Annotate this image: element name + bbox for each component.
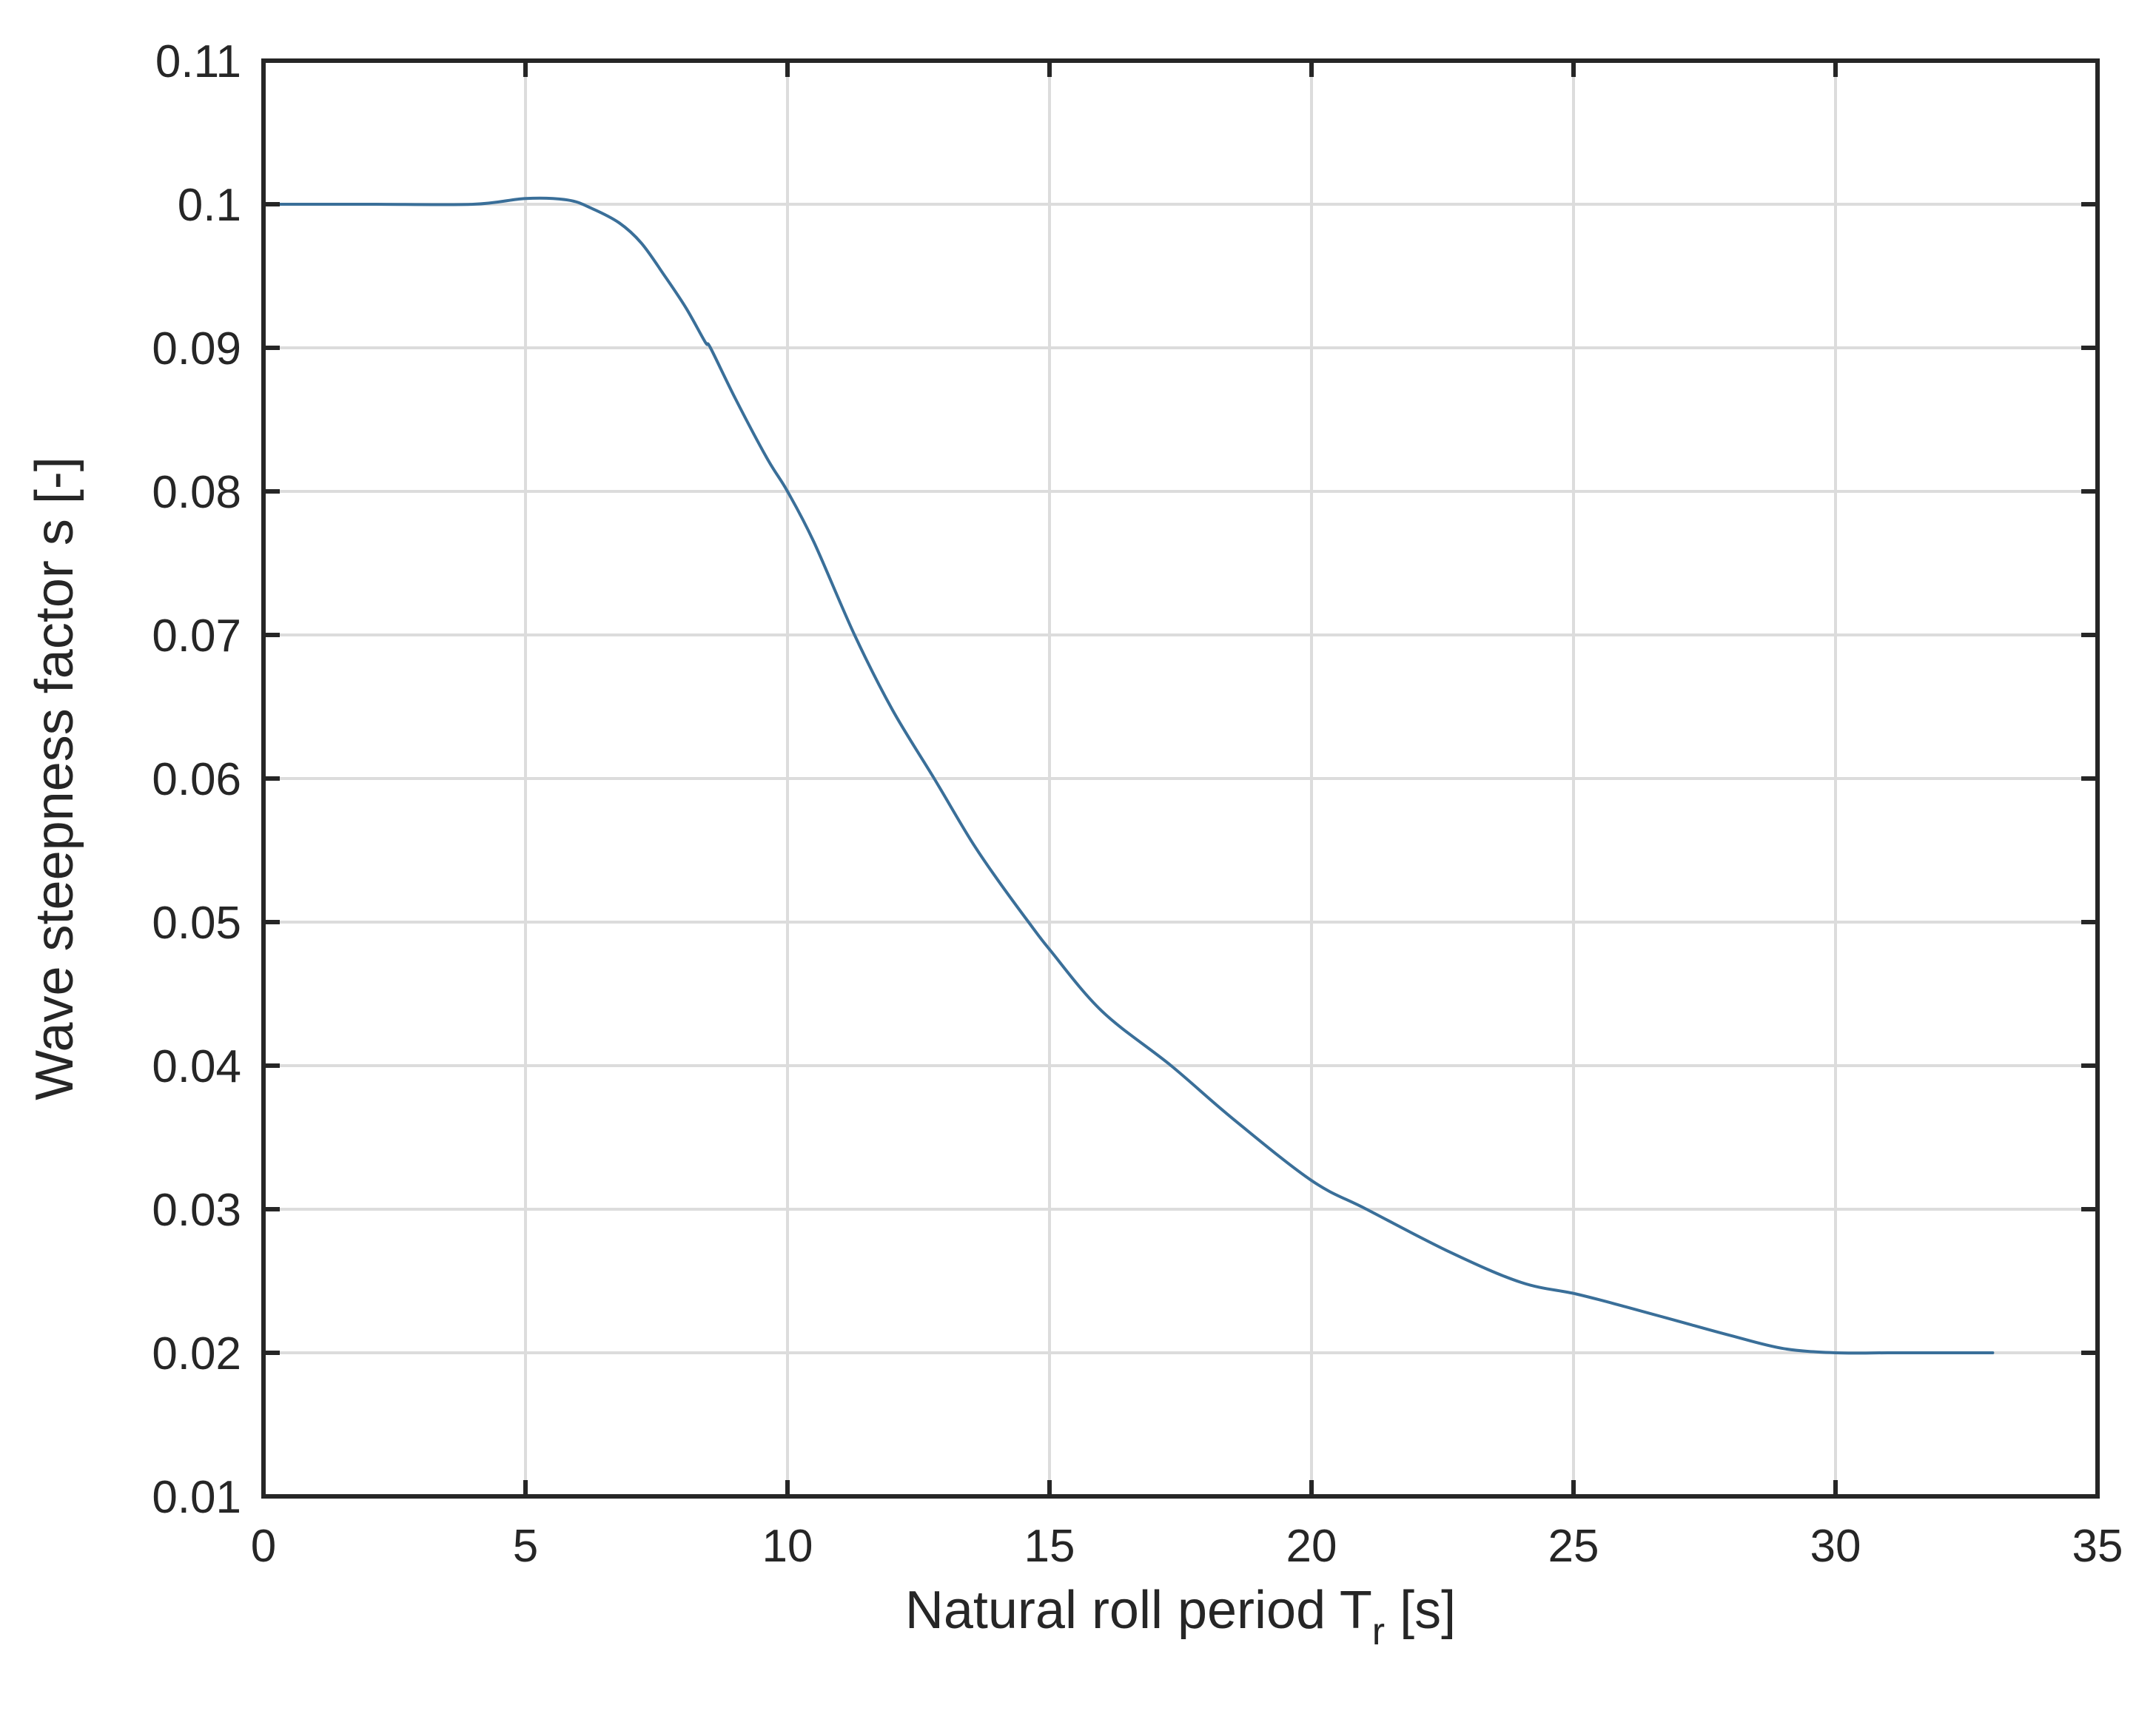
x-tick-label: 35 [2072,1521,2123,1572]
data-series [262,196,1995,1355]
y-tick-label: 0.04 [152,1041,241,1092]
y-tick-labels: 0.01 0.02 0.03 0.04 0.05 0.06 0.07 0.08 0.09 0.1 0… [152,36,241,1523]
y-axis-label: Wave steepness factor s [-] [25,457,84,1100]
y-tick-label: 0.08 [152,467,241,518]
grid-lines [262,59,2099,1498]
x-tick-labels: 0 5 10 15 20 25 30 35 [251,1521,2123,1572]
y-tick-label: 0.06 [152,754,241,805]
y-tick-label: 0.05 [152,898,241,949]
x-tick-label: 30 [1810,1521,1861,1572]
x-tick-label: 5 [513,1521,538,1572]
x-tick-label: 20 [1286,1521,1337,1572]
y-tick-label: 0.01 [152,1472,241,1523]
x-axis-label-subscript: r [1372,1610,1385,1653]
y-tick-label: 0.11 [155,36,241,87]
y-tick-label: 0.1 [178,180,241,231]
x-tick-label: 0 [251,1521,276,1572]
y-tick-label: 0.09 [152,323,241,374]
series-line [262,196,1995,1355]
x-tick-label: 10 [762,1521,813,1572]
y-tick-label: 0.03 [152,1185,241,1236]
plot-area-frame [261,58,2100,1499]
x-tick-label: 25 [1548,1521,1599,1572]
x-axis-label-unit: [s] [1385,1581,1456,1640]
x-axis-label-main: Natural roll period T [905,1581,1372,1640]
y-tick-label: 0.07 [152,611,241,662]
x-axis-label: Natural roll period Tr [s] [905,1581,1456,1653]
x-tick-label: 15 [1024,1521,1075,1572]
y-tick-label: 0.02 [152,1328,241,1379]
